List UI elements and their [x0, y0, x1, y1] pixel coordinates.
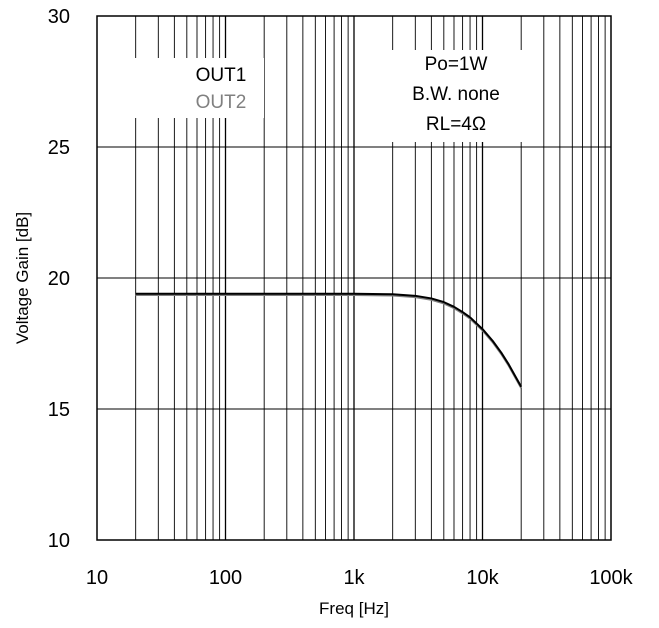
condition-load: RL=4Ω — [426, 114, 486, 135]
condition-output-power: Po=1W — [425, 54, 488, 75]
series-lines — [135, 292, 523, 389]
test-conditions: Po=1W B.W. none RL=4Ω — [412, 54, 500, 135]
y-tick-label: 15 — [48, 399, 70, 421]
legend: OUT1 OUT2 — [196, 65, 247, 113]
x-tick-label: 100k — [589, 567, 633, 589]
y-axis-title: Voltage Gain [dB] — [13, 212, 32, 344]
y-tick-label: 25 — [48, 137, 70, 159]
x-tick-label: 1k — [343, 567, 365, 589]
series-line-out1 — [135, 292, 523, 388]
conditions-box — [373, 50, 533, 142]
y-tick-label: 10 — [48, 530, 70, 552]
x-axis-title: Freq [Hz] — [319, 599, 389, 618]
legend-entry-out1: OUT1 — [196, 65, 247, 86]
x-tick-label: 10k — [466, 567, 499, 589]
x-tick-labels: 10 100 1k 10k 100k — [86, 567, 634, 589]
y-tick-labels: 10 15 20 25 30 — [48, 6, 70, 552]
plot-frame — [96, 15, 612, 541]
x-tick-label: 10 — [86, 567, 108, 589]
legend-entry-out2: OUT2 — [196, 92, 247, 113]
y-tick-label: 20 — [48, 268, 70, 290]
y-tick-label: 30 — [48, 6, 70, 28]
condition-bandwidth: B.W. none — [412, 84, 500, 105]
x-tick-label: 100 — [209, 567, 242, 589]
legend-box — [134, 58, 264, 118]
